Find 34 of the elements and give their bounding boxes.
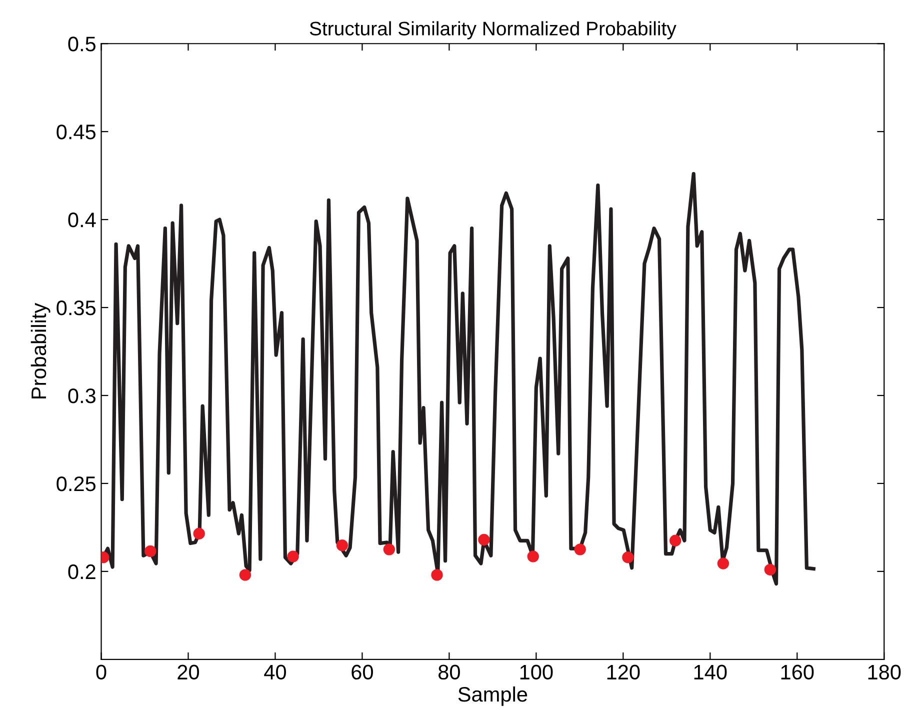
x-tick-label: 80 xyxy=(438,664,460,680)
y-tick-label: 0.4 xyxy=(68,212,96,228)
y-axis-title: Probability xyxy=(30,302,50,398)
point xyxy=(478,534,490,546)
point xyxy=(574,544,586,556)
x-tick-label: 140 xyxy=(694,664,727,680)
x-tick-label: 40 xyxy=(264,664,286,680)
x-tick-label: 0 xyxy=(96,664,106,680)
point xyxy=(717,558,730,570)
x-tick-label: 180 xyxy=(868,664,901,680)
y-tick-label: 0.35 xyxy=(56,300,96,316)
point xyxy=(764,564,776,576)
point xyxy=(670,534,682,546)
point xyxy=(287,550,299,562)
chart-title: Structural Similarity Normalized Probability xyxy=(310,21,676,40)
y-tick-label: 0.45 xyxy=(56,124,96,140)
point xyxy=(622,552,634,564)
x-tick-label: 60 xyxy=(352,664,373,680)
point xyxy=(239,569,252,581)
x-tick-label: 160 xyxy=(781,664,814,680)
x-tick-label: 120 xyxy=(607,664,640,680)
y-tick-label: 0.3 xyxy=(68,388,96,404)
x-tick-label: 20 xyxy=(178,664,200,680)
y-tick-label: 0.25 xyxy=(56,476,96,492)
point xyxy=(431,569,443,581)
y-tick-label: 0.2 xyxy=(68,564,96,580)
point xyxy=(144,545,156,558)
y-tick-label: 0.5 xyxy=(68,36,96,52)
point xyxy=(336,540,348,552)
x-axis-title: Sample xyxy=(458,686,528,706)
point xyxy=(383,544,396,556)
x-tick-label: 100 xyxy=(520,664,553,680)
point xyxy=(193,528,205,540)
point xyxy=(527,550,539,562)
